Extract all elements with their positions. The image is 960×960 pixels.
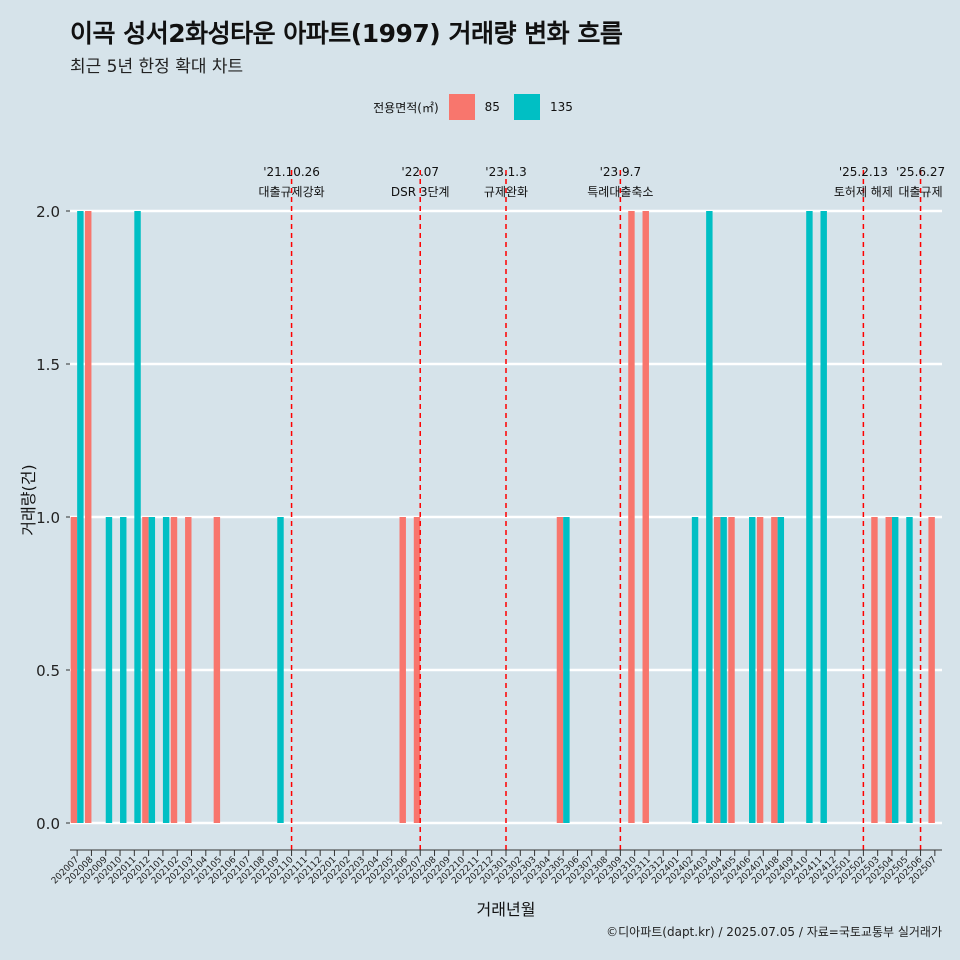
bar-135-202411 [820,211,827,823]
bar-85-202407 [756,517,764,823]
bar-135-202101 [162,517,170,823]
bar-135-202404 [720,517,727,823]
axis-layer: 0.00.51.01.52.02020072020082020092020102… [19,203,942,919]
y-tick-label: 1.0 [36,509,60,527]
bars-layer [70,211,935,823]
legend-key-85 [448,94,475,120]
bar-135-202410 [806,211,813,823]
bar-135-202406 [749,517,756,823]
annotation-date: '25.6.27 [896,165,945,179]
bar-135-202505 [906,517,913,823]
bar-85-202503 [871,517,878,823]
annotation-date: '23.9.7 [600,165,641,179]
bar-135-202007 [77,211,84,823]
bar-85-202008 [85,211,92,823]
bar-135-202109 [277,517,284,823]
bar-85-202310 [628,211,635,823]
bar-135-202504 [891,517,899,823]
chart-title: 이곡 성서2화성타운 아파트(1997) 거래량 변화 흐름 [70,19,623,48]
caption: ©디아파트(dapt.kr) / 2025.07.05 / 자료=국토교통부 실… [606,925,942,939]
bar-135-202009 [105,517,113,823]
bar-135-202011 [134,211,141,823]
bar-85-202206 [399,517,406,823]
annotation-label: 대출규제강화 [258,185,324,199]
annotation-date: '21.10.26 [263,165,320,179]
bar-135-202305 [563,517,570,823]
y-axis-title: 거래량(건) [19,464,38,535]
bar-135-202010 [120,517,127,823]
annotation-label: 규제완화 [484,185,528,199]
bar-85-202012 [142,517,149,823]
bar-85-202408 [771,517,778,823]
bar-85-202504 [885,517,892,823]
annotation-label: 토허제 해제 [834,185,893,199]
bar-85-202404 [713,517,721,823]
bar-85-202405 [728,517,735,823]
x-axis-title: 거래년월 [477,900,536,919]
bar-85-202103 [185,517,192,823]
annotation-layer: '21.10.26 대출규제강화 '22.07 DSR 3단계 '23.1.3 규제완화 '… [258,165,945,850]
legend-label-85: 85 [484,100,500,114]
bar-135-202408 [777,517,785,823]
y-tick-label: 1.5 [36,356,60,374]
bar-135-202012 [148,517,156,823]
chart-subtitle: 최근 5년 한정 확대 차트 [70,57,244,77]
bar-85-202007 [70,517,78,823]
legend-title: 전용면적(㎡) [373,100,439,115]
bar-85-202105 [213,517,221,823]
bar-85-202507 [928,517,935,823]
bar-85-202207 [413,517,421,823]
annotation-date: '22.07 [401,165,439,179]
annotation-date: '23.1.3 [485,165,526,179]
y-tick-label: 0.5 [36,662,60,680]
legend-label-135: 135 [549,100,573,114]
bar-85-202305 [556,517,564,823]
bar-135-202402 [691,517,699,823]
y-tick-label: 2.0 [36,203,60,221]
annotation-label: 특례대출축소 [587,185,653,199]
annotation-date: '25.2.13 [839,165,888,179]
legend: 전용면적(㎡) 85 135 [0,94,960,120]
bar-85-202311 [642,211,649,823]
bar-135-202403 [706,211,713,823]
annotation-label: DSR 3단계 [391,185,450,199]
bar-85-202102 [170,517,178,823]
legend-key-135 [513,94,540,120]
y-tick-label: 0.0 [36,815,60,833]
annotation-label: 대출규제 [898,185,942,199]
